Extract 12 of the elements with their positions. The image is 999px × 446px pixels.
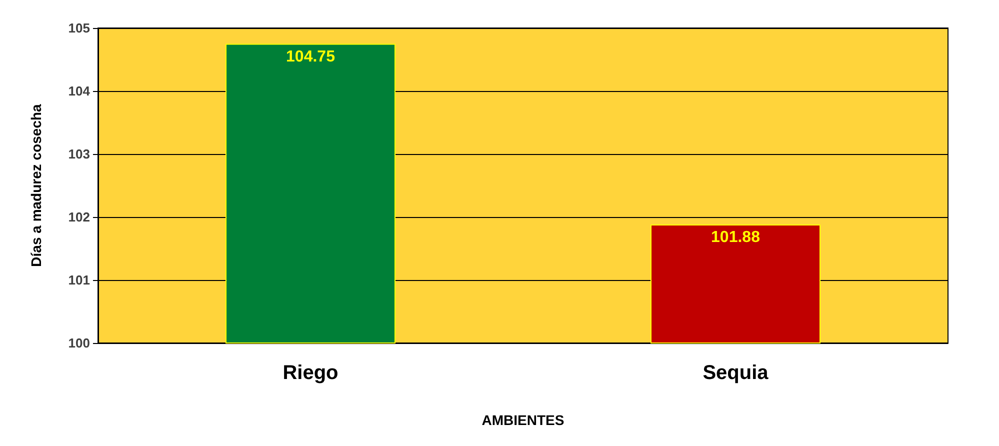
x-axis-title: AMBIENTES	[482, 412, 564, 428]
y-tick-label: 104	[68, 84, 91, 98]
y-tick-label: 105	[68, 20, 90, 36]
y-tick-label: 100	[68, 336, 90, 350]
y-tick-label: 102	[68, 210, 90, 224]
x-tick-label: Riego	[282, 362, 338, 384]
x-tick-label: Sequia	[702, 362, 770, 384]
data-label: 104.75	[286, 48, 336, 66]
data-label: 101.88	[711, 229, 760, 246]
y-tick-label: 101	[68, 272, 90, 288]
y-axis-title: Días a madurez cosecha	[28, 104, 44, 267]
y-tick-label: 103	[68, 146, 90, 162]
